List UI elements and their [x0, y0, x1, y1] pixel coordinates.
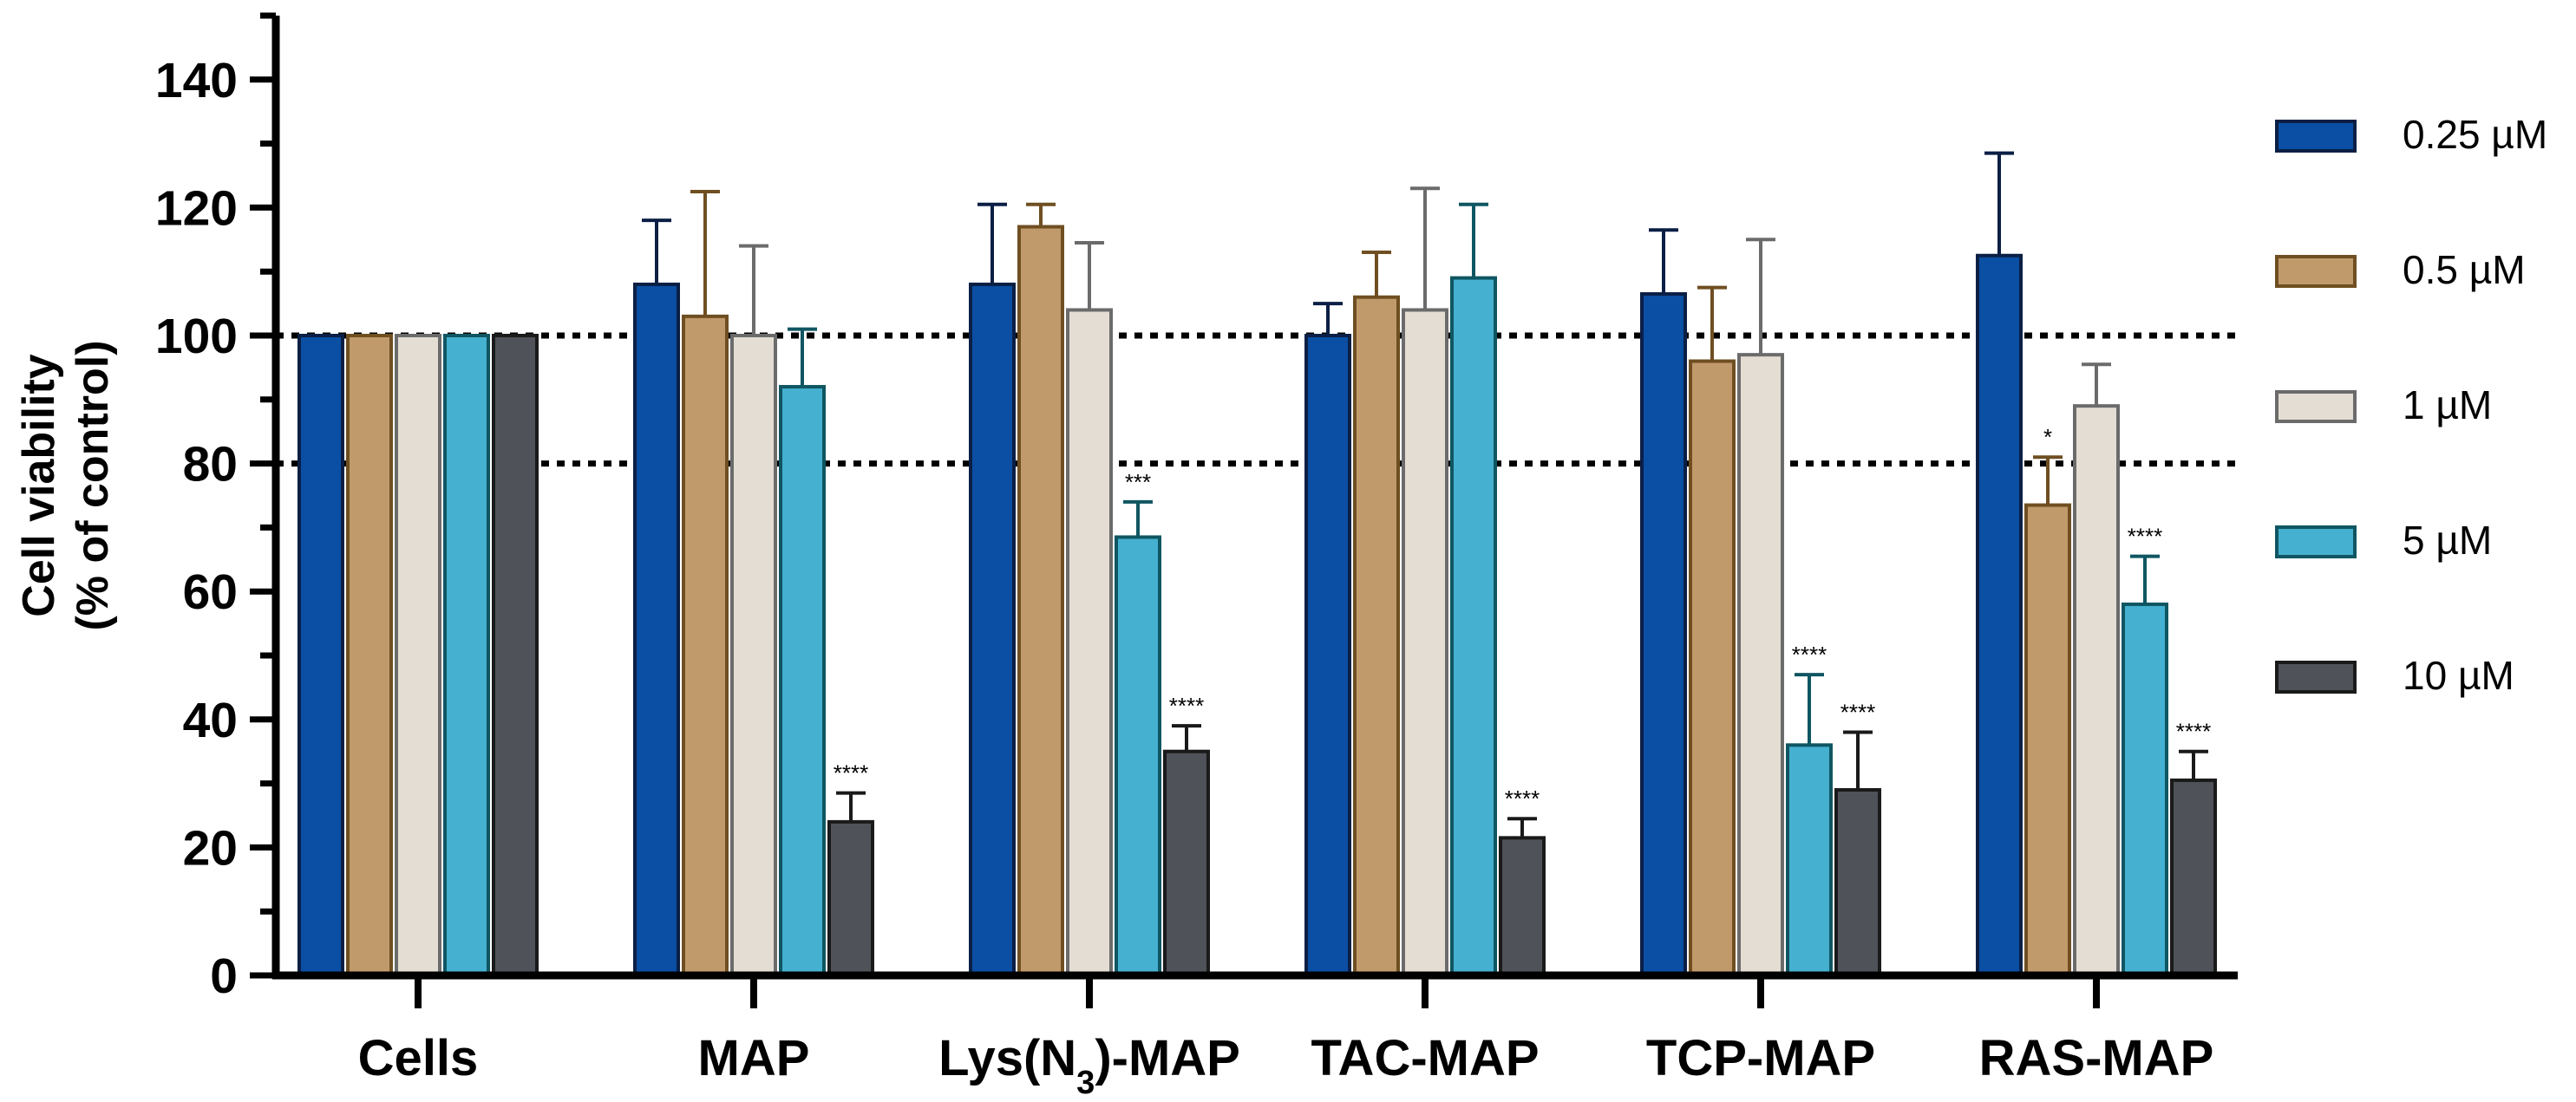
reference-lines	[276, 332, 2238, 467]
y-axis-title-line-2: (% of control)	[68, 340, 118, 630]
legend-label-1-um: 1 µM	[2403, 382, 2492, 427]
bar-lys-n3-map-10-um	[1163, 749, 1210, 977]
x-tick-label-cells: Cells	[358, 1030, 479, 1086]
bar-tcp-map-10-um	[1834, 787, 1881, 977]
bar-map-0-5-um	[682, 314, 729, 977]
significance-ras-map-10-um: ****	[2176, 719, 2211, 745]
bar-ras-map-1-um	[2073, 404, 2120, 977]
y-axis-title: Cell viability(% of control)	[14, 340, 118, 630]
y-axis-label: Cell viability(% of control)	[14, 340, 118, 630]
x-axis-category-labels: Cells MAP Lys(N3)-MAP TAC-MAP TCP-MAP RAS-MAP	[358, 1030, 2214, 1101]
bar-group-cells	[297, 334, 539, 977]
bar-ras-map-5-um	[2122, 602, 2168, 978]
significance-ras-map-5-um: ****	[2128, 524, 2162, 550]
x-tick-label-lys-n3-map: Lys(N3)-MAP	[938, 1030, 1240, 1101]
bar-ras-map-0-25-um	[1976, 253, 2023, 977]
bar-ras-map-0-5-um	[2024, 503, 2071, 977]
bar-tac-map-5-um	[1450, 276, 1497, 977]
significance-tcp-map-10-um: ****	[1840, 700, 1875, 726]
bar-group-tcp-map: **** ****	[1640, 228, 1881, 977]
bar-tcp-map-0-25-um	[1640, 292, 1687, 977]
bar-tac-map-10-um	[1499, 836, 1546, 978]
x-label-part: )-MAP	[1095, 1030, 1240, 1086]
bar-cells-5-um	[443, 334, 490, 977]
bar-tac-map-0-25-um	[1304, 334, 1351, 977]
bar-tac-map-0-5-um	[1353, 295, 1400, 978]
legend-swatch-5-um	[2275, 525, 2357, 558]
x-label-part: 3	[1076, 1065, 1095, 1101]
x-tick-label-map: MAP	[698, 1030, 810, 1086]
bar-lys-n3-map-0-5-um	[1017, 225, 1064, 978]
x-tick-label-tac-map: TAC-MAP	[1311, 1030, 1539, 1086]
bar-tcp-map-1-um	[1737, 353, 1784, 977]
bar-group-ras-map: *********	[1976, 151, 2217, 978]
legend-swatch-1-um	[2275, 390, 2357, 423]
bar-cells-0-5-um	[346, 334, 393, 977]
bar-map-1-um	[730, 334, 777, 977]
bar-map-10-um	[827, 819, 874, 977]
bar-group-map: ****	[633, 189, 874, 978]
y-tick-label-40: 40	[183, 693, 238, 748]
y-tick-label-0: 0	[210, 949, 238, 1004]
bar-map-5-um	[779, 385, 826, 978]
legend-swatch-10-um	[2275, 661, 2357, 694]
legend: 0.25 µM 0.5 µM 1 µM 5 µM 10 µM	[2275, 112, 2547, 698]
bar-tac-map-1-um	[1402, 308, 1448, 978]
significance-map-10-um: ****	[834, 760, 868, 786]
y-axis-title-line-1: Cell viability	[14, 354, 64, 617]
bar-cells-0-25-um	[297, 334, 344, 977]
legend-swatch-0-25-um	[2275, 120, 2357, 153]
bar-cells-1-um	[395, 334, 441, 977]
bar-lys-n3-map-0-25-um	[969, 282, 1016, 977]
y-tick-label-100: 100	[155, 309, 238, 364]
y-tick-label-140: 140	[155, 53, 238, 108]
bar-map-0-25-um	[633, 282, 680, 977]
bar-groups: ********************************	[297, 151, 2217, 978]
significance-ras-map-0-5-um: *	[2043, 424, 2052, 450]
bar-ras-map-10-um	[2170, 778, 2217, 977]
bar-tcp-map-5-um	[1786, 743, 1833, 977]
significance-lys-n3-map-10-um: ****	[1169, 693, 1204, 719]
bar-group-tac-map: ****	[1304, 186, 1546, 978]
bar-group-lys-n3-map: *******	[969, 202, 1210, 978]
significance-lys-n3-map-5-um: ***	[1125, 469, 1151, 495]
legend-label-0-25-um: 0.25 µM	[2403, 112, 2547, 157]
bar-lys-n3-map-5-um	[1115, 535, 1161, 977]
legend-label-10-um: 10 µM	[2403, 653, 2514, 698]
bar-lys-n3-map-1-um	[1066, 308, 1113, 978]
bar-cells-10-um	[492, 334, 539, 977]
x-tick-label-ras-map: RAS-MAP	[1979, 1030, 2214, 1086]
x-label-part: Lys(N	[938, 1030, 1076, 1086]
y-tick-label-120: 120	[155, 180, 238, 236]
y-tick-label-20: 20	[183, 820, 238, 876]
legend-label-0-5-um: 0.5 µM	[2403, 247, 2526, 292]
y-tick-label-80: 80	[183, 437, 238, 492]
x-tick-label-tcp-map: TCP-MAP	[1646, 1030, 1875, 1086]
bar-tcp-map-0-5-um	[1689, 359, 1736, 977]
significance-tac-map-10-um: ****	[1505, 786, 1540, 812]
axes: 0 20 40 60 80 100 120 140	[155, 12, 2238, 1008]
y-tick-label-60: 60	[183, 564, 238, 620]
significance-tcp-map-5-um: ****	[1792, 642, 1827, 668]
legend-label-5-um: 5 µM	[2403, 518, 2492, 563]
legend-swatch-0-5-um	[2275, 255, 2357, 288]
